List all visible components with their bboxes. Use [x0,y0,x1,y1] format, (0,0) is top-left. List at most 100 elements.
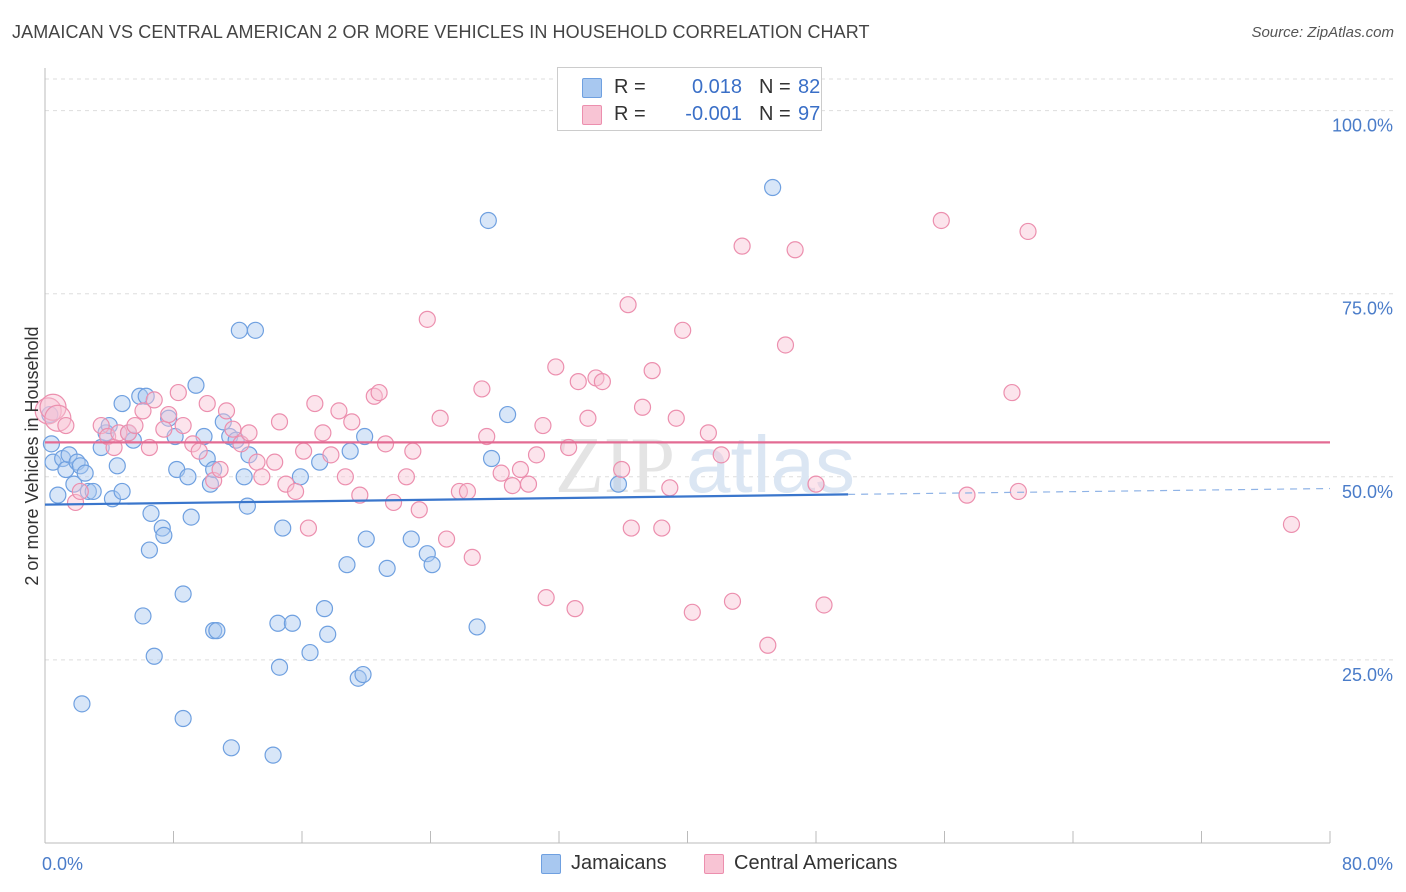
data-point [253,468,271,486]
data-point [126,416,144,435]
data-point [815,596,833,614]
data-point [764,178,782,197]
data-point [370,383,388,402]
data-point [458,482,477,501]
data-point [378,559,396,577]
data-point [44,404,72,432]
data-point [222,739,240,757]
bottom-legend-label-central-americans: Central Americans [734,852,898,874]
data-point [314,424,332,442]
y-tick-label: 50.0% [1342,482,1393,502]
gridlines [45,78,1395,661]
data-point [478,427,496,446]
data-point [140,438,159,457]
data-point [463,548,481,566]
data-point [224,420,242,438]
stats-legend: R = 0.018 N = 82 R = -0.001 N = 97 [557,67,822,131]
data-point [343,413,361,431]
data-point [134,607,152,625]
data-point [270,413,289,431]
data-point [99,427,117,446]
data-point [295,442,313,460]
data-point [569,373,587,391]
data-point [384,493,403,512]
data-point [683,603,701,621]
bottom-legend-swatch-jamaicans [541,854,561,874]
data-point [269,614,287,632]
data-point [410,501,428,519]
data-point [306,394,324,413]
data-point [354,665,372,684]
data-point [266,453,284,471]
y-axis-label: 2 or more Vehicles in Household [22,326,42,585]
data-point [291,468,309,486]
data-point [1003,383,1021,402]
legend-n-value: 82 [798,76,821,98]
data-point [499,405,517,424]
data-point [479,211,497,230]
data-point [1009,482,1027,501]
data-point [190,442,208,460]
data-point [319,625,337,643]
data-point [418,310,436,328]
data-point [108,457,126,475]
data-point [246,321,265,339]
data-point [205,471,223,490]
series-1 [34,211,1301,654]
y-tick-label: 75.0% [1342,299,1393,319]
x-tick-label: 0.0% [42,854,83,874]
data-point [155,420,173,438]
data-point [142,504,160,523]
data-point [547,358,565,376]
data-point [674,321,692,339]
data-point [113,482,131,501]
data-point [437,530,456,548]
data-point [330,402,348,420]
tick-labels: 25.0% 50.0% 75.0% 100.0% 0.0% 80.0% [42,116,1393,874]
data-point [145,391,163,409]
data-point [39,393,67,421]
legend-swatch-jamaicans [582,78,602,98]
data-point [240,424,258,442]
data-point [92,416,110,435]
data-point [336,468,354,486]
data-point [230,321,248,339]
data-point [482,449,501,468]
data-point [73,695,91,713]
data-point [179,468,197,486]
data-point [579,409,597,427]
data-point [667,409,685,427]
data-point [534,416,552,435]
data-point [643,362,661,380]
data-point [299,519,318,537]
data-point [1019,222,1037,241]
chart-title: JAMAICAN VS CENTRAL AMERICAN 2 OR MORE V… [12,22,870,42]
data-point [356,427,374,446]
data-point [187,376,205,394]
data-point [264,746,282,764]
data-point [235,468,253,486]
data-point [341,442,359,460]
data-point [134,402,152,420]
data-point [57,416,75,435]
data-point [145,647,163,665]
data-point [376,435,395,453]
data-point [322,446,340,464]
data-point [1282,515,1301,534]
data-point [270,658,289,676]
data-point [137,387,155,405]
data-point [418,545,436,563]
data-point [593,373,611,391]
axes [44,68,1331,844]
data-point [42,435,61,453]
data-point [633,398,652,416]
data-point [613,460,631,479]
data-point [723,592,742,610]
legend-n-value: 97 [798,103,821,125]
data-point [71,482,89,501]
legend-n-label: N = [759,103,791,125]
data-point [174,709,192,728]
data-point [76,464,94,482]
legend-r-label: R = [614,103,646,125]
data-point [198,394,216,413]
